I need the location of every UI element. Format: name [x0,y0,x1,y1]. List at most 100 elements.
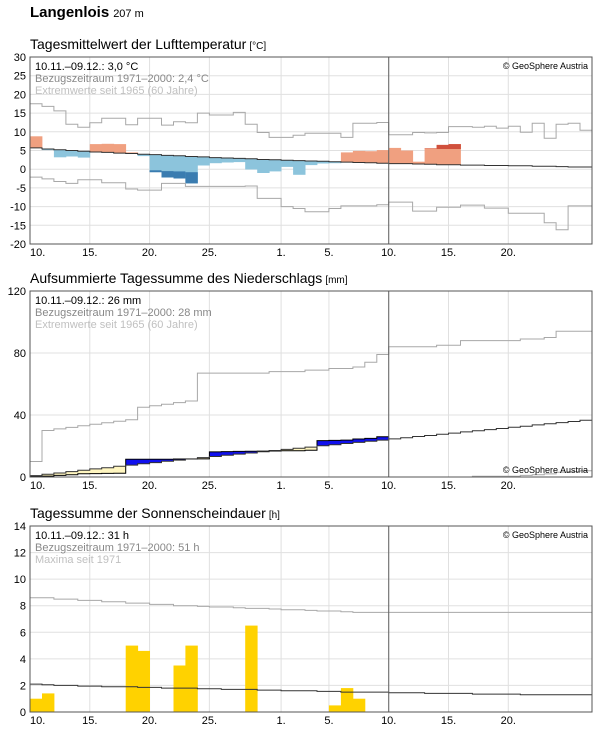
sunshine-bar [125,645,139,712]
x-tick-label: 10. [381,480,396,492]
y-tick-label: 12 [14,548,26,560]
x-tick-label: 15. [82,480,97,492]
temperature-extreme-segment [173,171,186,179]
info-text-line: Extremwerte seit 1965 (60 Jahre) [35,319,198,331]
temperature-bar [436,144,449,165]
info-text-line: 10.11.–09.12.: 26 mm [35,295,141,307]
temperature-bar [149,154,162,173]
y-tick-label: 6 [20,627,26,639]
temperature-bar [257,159,270,173]
info-text-line: Extremwerte seit 1965 (60 Jahre) [35,85,198,97]
y-tick-label: 30 [14,52,26,64]
max-temperature-line [30,103,592,139]
temperature-bar [281,160,294,167]
normal-temperature-line [30,147,592,168]
info-text-line: Maxima seit 1971 [35,554,121,566]
temperature-bar [77,151,91,158]
station-elevation: 207 m [113,8,144,20]
x-tick-label: 15. [441,715,456,727]
precipitation-deviation-bar [161,459,174,462]
temperature-bar [317,161,330,164]
max-sunshine-line [30,597,592,613]
x-tick-label: 15. [441,247,456,259]
temperature-bar [328,161,342,164]
y-tick-label: 0 [20,164,26,176]
precipitation-deviation-bar [113,466,127,474]
sunshine-bar [137,650,150,712]
y-tick-label: -20 [10,239,26,251]
precipitation-deviation-bar [209,451,222,457]
copyright-label: © GeoSphere Austria [503,61,588,71]
precipitation-deviation-bar [125,459,139,465]
x-tick-label: 25. [202,247,217,259]
temperature-extreme-segment [448,144,461,149]
y-tick-label: 15 [14,108,26,120]
y-tick-label: 10 [14,574,26,586]
temperature-bar [448,144,461,165]
x-tick-label: 20. [142,715,157,727]
sunshine-title-text: Tagessumme der Sonnenscheindauer [30,505,266,521]
x-tick-label: 15. [82,247,97,259]
y-tick-label: 120 [8,286,26,298]
x-tick-label: 1. [277,247,286,259]
temperature-unit: [°C] [249,41,267,52]
precipitation-deviation-bar [173,459,186,461]
precipitation-deviation-bar [149,459,162,463]
x-tick-label: 10. [381,247,396,259]
y-tick-label: 80 [14,348,26,360]
temperature-bar [352,150,366,163]
plot-frame [29,56,593,245]
temperature-bar [125,152,139,154]
precipitation-deviation-bar [65,471,79,475]
temperature-bar [364,151,378,163]
precipitation-deviation-bar [281,449,294,451]
sunshine-bar [173,665,186,712]
x-tick-label: 20. [501,480,516,492]
precipitation-deviation-bar [101,467,115,474]
observed-precipitation-line [30,436,389,477]
y-tick-label: -5 [16,183,26,195]
x-tick-label: 20. [501,247,516,259]
temperature-bar [424,148,437,165]
copyright-label: © GeoSphere Austria [503,465,588,475]
x-tick-label: 10. [30,480,45,492]
info-text-line: 10.11.–09.12.: 31 h [35,530,129,542]
x-tick-label: 15. [441,480,456,492]
normal-sunshine-line [30,683,592,696]
y-tick-label: 8 [20,601,26,613]
temperature-bar [197,156,210,166]
x-tick-label: 25. [202,480,217,492]
temperature-extreme-segment [161,171,174,178]
temperature-bar [293,160,306,175]
precipitation-deviation-bar [53,473,67,476]
precipitation-deviation-bar [340,440,354,444]
y-tick-label: -10 [10,202,26,214]
temperature-bar [412,161,425,164]
y-tick-label: 10 [14,127,26,139]
sunshine-unit: [h] [268,510,280,521]
temperature-bar [400,150,414,164]
sunshine-bar [352,698,366,712]
y-tick-label: -15 [10,220,26,232]
y-tick-label: 4 [20,654,26,666]
precipitation-deviation-bar [137,459,150,464]
temperature-bar [209,157,222,164]
info-text-line: Bezugszeitraum 1971–2000: 2,4 °C [35,73,209,85]
temperature-bar [137,154,150,157]
precipitation-deviation-bar [77,470,91,474]
precipitation-deviation-bar [221,451,234,456]
temperature-bar [65,150,79,157]
precipitation-deviation-bar [376,436,390,441]
y-tick-label: 2 [20,680,26,692]
plot-frame [29,290,593,478]
x-tick-label: 25. [202,715,217,727]
info-text-line: 10.11.–09.12.: 3,0 °C [35,61,138,73]
x-tick-label: 15. [82,715,97,727]
x-tick-label: 10. [30,247,45,259]
precipitation-deviation-bar [245,451,258,453]
temperature-bar [42,149,55,151]
temperature-bar [89,144,103,152]
x-tick-label: 20. [142,480,157,492]
temperature-bar [221,158,234,163]
sunshine-bar [42,693,55,712]
